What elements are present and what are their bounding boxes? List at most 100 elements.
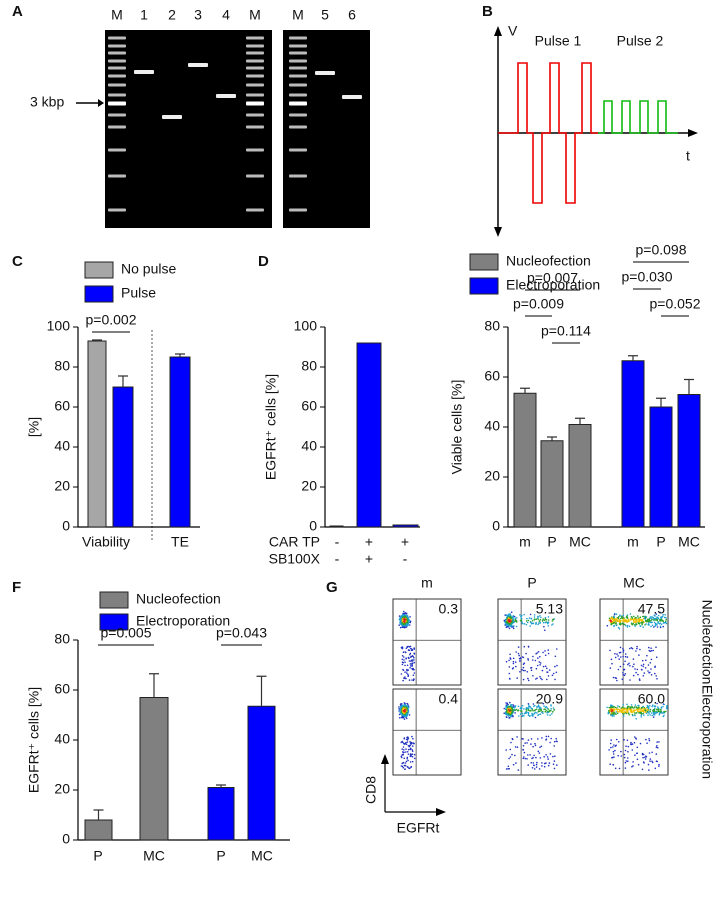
event-dot — [401, 705, 403, 708]
event-dot — [552, 711, 554, 713]
legend-swatch — [469, 277, 499, 295]
event-dot — [540, 677, 542, 680]
lane-label: 6 — [348, 7, 356, 23]
event-dot — [401, 626, 404, 629]
event-dot — [532, 675, 534, 677]
event-dot — [627, 760, 629, 762]
event-dot — [638, 654, 640, 656]
event-dot — [413, 653, 416, 655]
event-dot — [634, 668, 636, 670]
event-dot — [626, 617, 629, 619]
event-dot — [610, 620, 613, 623]
legend-label: Nucleofection — [506, 253, 591, 269]
event-dot — [526, 742, 528, 744]
event-dot — [404, 623, 407, 625]
event-dot — [535, 756, 537, 759]
event-dot — [653, 705, 656, 708]
event-dot — [512, 626, 514, 628]
event-dot — [409, 621, 412, 624]
error-bar — [656, 397, 666, 407]
event-dot — [647, 705, 649, 708]
event-dot — [523, 623, 525, 625]
event-dot — [659, 625, 662, 628]
bar — [568, 424, 592, 528]
event-dot — [651, 714, 653, 717]
event-dot — [409, 742, 412, 745]
event-dot — [535, 766, 538, 768]
bar — [247, 705, 276, 841]
ladder-band — [108, 83, 126, 87]
event-dot — [507, 707, 510, 710]
event-dot — [554, 665, 556, 668]
event-dot — [647, 711, 650, 713]
event-dot — [634, 618, 636, 620]
event-dot — [618, 767, 621, 770]
event-dot — [404, 705, 407, 707]
event-dot — [643, 617, 646, 620]
event-dot — [642, 675, 645, 677]
event-dot — [617, 617, 620, 620]
legend-label: Nucleofection — [136, 591, 221, 607]
event-dot — [509, 748, 512, 751]
event-dot — [508, 757, 510, 760]
legend-label: Electroporation — [506, 277, 600, 293]
event-dot — [402, 741, 404, 744]
x-axis-label: EGFRt — [397, 820, 440, 836]
event-dot — [619, 623, 622, 626]
event-dot — [656, 760, 658, 763]
event-dot — [532, 713, 534, 716]
y-tick-label: 20 — [301, 478, 317, 494]
bar — [392, 524, 419, 528]
event-dot — [505, 768, 508, 770]
p-value: p=0.098 — [636, 242, 687, 258]
event-dot — [623, 713, 625, 715]
event-dot — [508, 713, 511, 715]
event-dot — [609, 649, 611, 652]
event-dot — [409, 663, 412, 665]
ladder-band — [289, 148, 307, 152]
p-value: p=0.009 — [513, 296, 564, 312]
lane-label: 4 — [222, 7, 230, 23]
bar — [621, 360, 645, 528]
event-dot — [541, 762, 543, 764]
event-dot — [516, 621, 518, 623]
event-dot — [406, 645, 409, 648]
event-dot — [637, 704, 639, 707]
event-dot — [405, 612, 407, 615]
event-dot — [623, 715, 625, 717]
event-dot — [520, 706, 523, 709]
event-dot — [536, 712, 538, 714]
ladder-band — [246, 93, 264, 97]
ladder-band — [246, 208, 264, 212]
event-dot — [539, 618, 542, 621]
event-dot — [403, 616, 405, 619]
y-tick-label: 80 — [54, 358, 70, 374]
event-dot — [638, 623, 641, 625]
event-dot — [645, 623, 647, 625]
event-dot — [622, 655, 624, 658]
event-dot — [398, 708, 400, 710]
event-dot — [508, 621, 511, 623]
event-dot — [617, 708, 620, 711]
event-dot — [539, 746, 541, 749]
ladder-band — [246, 174, 264, 178]
event-dot — [616, 710, 619, 713]
event-dot — [633, 615, 635, 618]
event-dot — [411, 735, 413, 738]
error-bar — [628, 355, 638, 361]
event-dot — [544, 616, 547, 619]
event-dot — [618, 710, 621, 713]
event-dot — [612, 746, 614, 748]
event-dot — [413, 647, 415, 649]
y-tick-label: 0 — [492, 518, 500, 534]
event-dot — [639, 616, 642, 618]
event-dot — [410, 647, 412, 650]
event-dot — [630, 711, 632, 714]
event-dot — [407, 669, 410, 671]
event-dot — [507, 711, 510, 713]
event-dot — [614, 618, 617, 620]
event-dot — [619, 620, 622, 622]
event-dot — [610, 739, 612, 741]
event-dot — [656, 616, 658, 618]
event-dot — [549, 714, 551, 716]
